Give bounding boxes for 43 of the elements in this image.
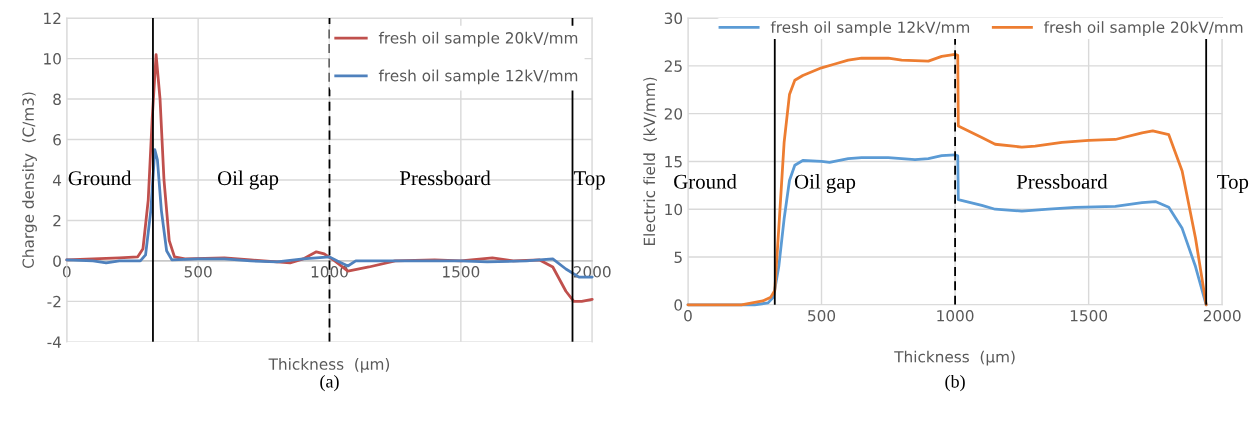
x-axis-title: Thickness (μm) (894, 350, 1015, 366)
y-tick-label: -2 (47, 295, 61, 308)
y-tick-label: 8 (53, 93, 61, 106)
x-tick-label: 500 (184, 266, 212, 278)
x-axis-title: Thickness (μm) (268, 358, 390, 373)
x-tick-label: 1500 (1070, 309, 1108, 322)
y-tick-label: 20 (664, 108, 683, 120)
x-tick-label: 500 (808, 309, 836, 322)
annotation: Oil gap (217, 170, 279, 190)
y-tick-label: 0 (674, 299, 683, 311)
y-tick-label: 2 (53, 214, 61, 227)
legend-label: fresh oil sample 12kV/mm (770, 21, 970, 36)
x-tick-label: 1000 (937, 309, 974, 322)
annotation: Ground (674, 174, 737, 189)
annotation: Top (1217, 174, 1249, 193)
annotation: Ground (68, 170, 132, 186)
x-tick-label: 0 (62, 266, 71, 278)
y-tick-label: 4 (52, 174, 62, 186)
annotation: Top (573, 171, 605, 190)
y-tick-label: 0 (53, 255, 61, 267)
x-tick-label: 2000 (1203, 309, 1241, 322)
y-tick-label: 6 (53, 133, 61, 146)
x-tick-label: 0 (684, 309, 692, 322)
y-axis-title: Charge density (C/m3) (22, 92, 37, 268)
y-axis-title: Electric field (kV/mm) (643, 77, 657, 246)
y-tick-label: -4 (47, 336, 62, 348)
legend-label: fresh oil sample 20kV/mm (378, 31, 578, 47)
y-tick-label: 15 (665, 156, 682, 168)
text: (b) (945, 374, 965, 392)
annotation: Pressboard (1016, 174, 1108, 189)
y-tick-label: 25 (664, 60, 682, 72)
y-tick-label: 30 (664, 12, 683, 25)
y-tick-label: 12 (44, 12, 61, 24)
text: (a) (320, 374, 339, 392)
legend-label: fresh oil sample 12kV/mm (378, 69, 578, 85)
y-tick-label: 10 (44, 53, 61, 65)
x-tick-label: 1500 (443, 266, 480, 278)
y-tick-label: 5 (674, 251, 682, 264)
y-tick-label: 10 (665, 203, 683, 216)
annotation: Pressboard (399, 170, 491, 186)
legend-label: fresh oil sample 20kV/mm (1044, 21, 1243, 36)
annotation: Oil gap (794, 174, 856, 194)
x-tick-label: 1000 (311, 266, 348, 278)
